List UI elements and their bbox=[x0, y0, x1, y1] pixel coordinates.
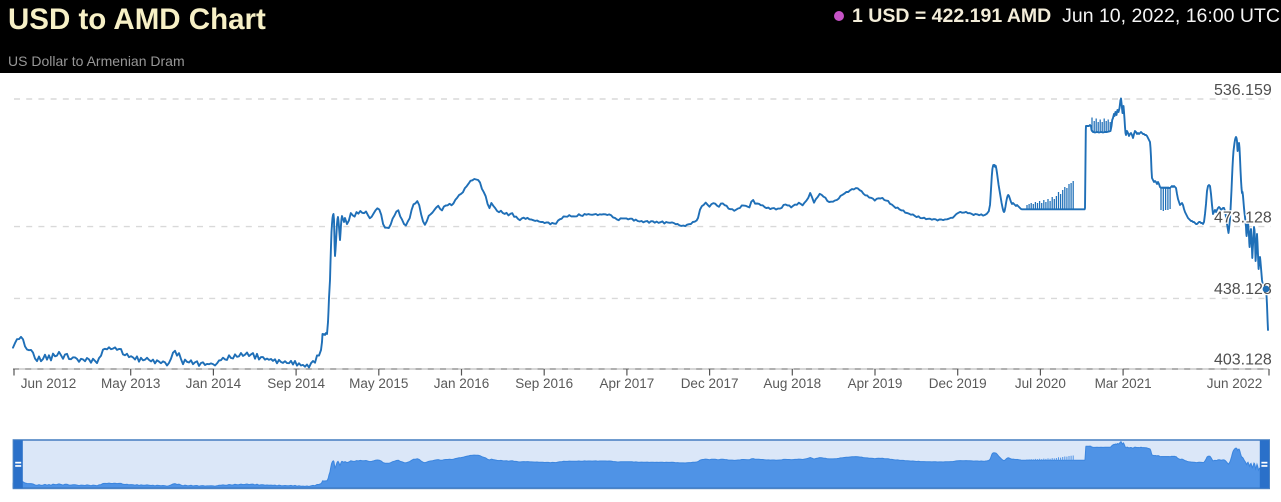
svg-text:Sep 2014: Sep 2014 bbox=[267, 376, 325, 391]
svg-text:Jun 2022: Jun 2022 bbox=[1207, 376, 1263, 391]
svg-text:Aug 2018: Aug 2018 bbox=[763, 376, 821, 391]
svg-text:Dec 2019: Dec 2019 bbox=[929, 376, 987, 391]
svg-text:536.159: 536.159 bbox=[1214, 82, 1272, 99]
svg-text:Apr 2017: Apr 2017 bbox=[600, 376, 655, 391]
svg-text:Jan 2014: Jan 2014 bbox=[186, 376, 242, 391]
svg-text:Jan 2016: Jan 2016 bbox=[434, 376, 490, 391]
svg-text:438.128: 438.128 bbox=[1214, 281, 1272, 298]
svg-text:473.128: 473.128 bbox=[1214, 209, 1272, 226]
svg-text:Dec 2017: Dec 2017 bbox=[681, 376, 739, 391]
svg-text:Mar 2021: Mar 2021 bbox=[1095, 376, 1152, 391]
svg-text:Jun 2012: Jun 2012 bbox=[21, 376, 77, 391]
svg-text:May 2015: May 2015 bbox=[349, 376, 408, 391]
svg-text:Apr 2019: Apr 2019 bbox=[848, 376, 903, 391]
svg-text:Sep 2016: Sep 2016 bbox=[515, 376, 573, 391]
svg-text:Jul 2020: Jul 2020 bbox=[1015, 376, 1066, 391]
svg-text:403.128: 403.128 bbox=[1214, 351, 1272, 368]
svg-text:May 2013: May 2013 bbox=[101, 376, 160, 391]
